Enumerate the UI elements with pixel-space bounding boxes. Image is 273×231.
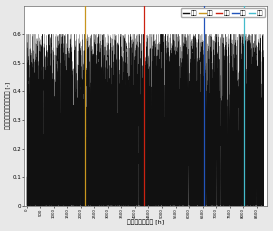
X-axis label: 採光経過時間数 [h]: 採光経過時間数 [h] <box>127 220 164 225</box>
Legend: 年間, 春分, 夏至, 秋分, 冬至: 年間, 春分, 夏至, 秋分, 冬至 <box>181 8 265 17</box>
Y-axis label: 昼光利用制御時の調光率 [-]: 昼光利用制御時の調光率 [-] <box>5 82 11 129</box>
